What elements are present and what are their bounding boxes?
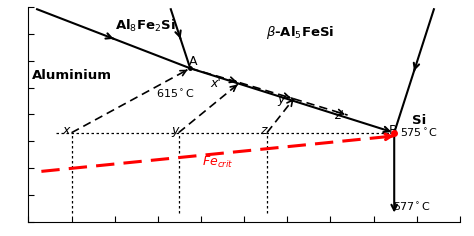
Text: z: z bbox=[260, 124, 267, 137]
Text: x: x bbox=[63, 124, 70, 137]
Text: $\beta$-Al$_5$FeSi: $\beta$-Al$_5$FeSi bbox=[266, 24, 334, 41]
Text: 615$^\circ$C: 615$^\circ$C bbox=[155, 88, 194, 100]
Text: B: B bbox=[389, 124, 397, 137]
Text: A: A bbox=[189, 55, 198, 68]
Text: x': x' bbox=[211, 77, 221, 90]
Text: Al$_8$Fe$_2$Si: Al$_8$Fe$_2$Si bbox=[115, 18, 175, 34]
Text: z': z' bbox=[334, 109, 344, 122]
Text: Si: Si bbox=[412, 114, 426, 127]
Text: y': y' bbox=[278, 93, 288, 106]
Text: Fe$_{crit}$: Fe$_{crit}$ bbox=[202, 155, 234, 170]
Text: 577$^\circ$C: 577$^\circ$C bbox=[393, 201, 431, 213]
Text: 575$^\circ$C: 575$^\circ$C bbox=[400, 127, 438, 139]
Text: y: y bbox=[172, 124, 179, 137]
Text: Aluminium: Aluminium bbox=[32, 69, 111, 82]
